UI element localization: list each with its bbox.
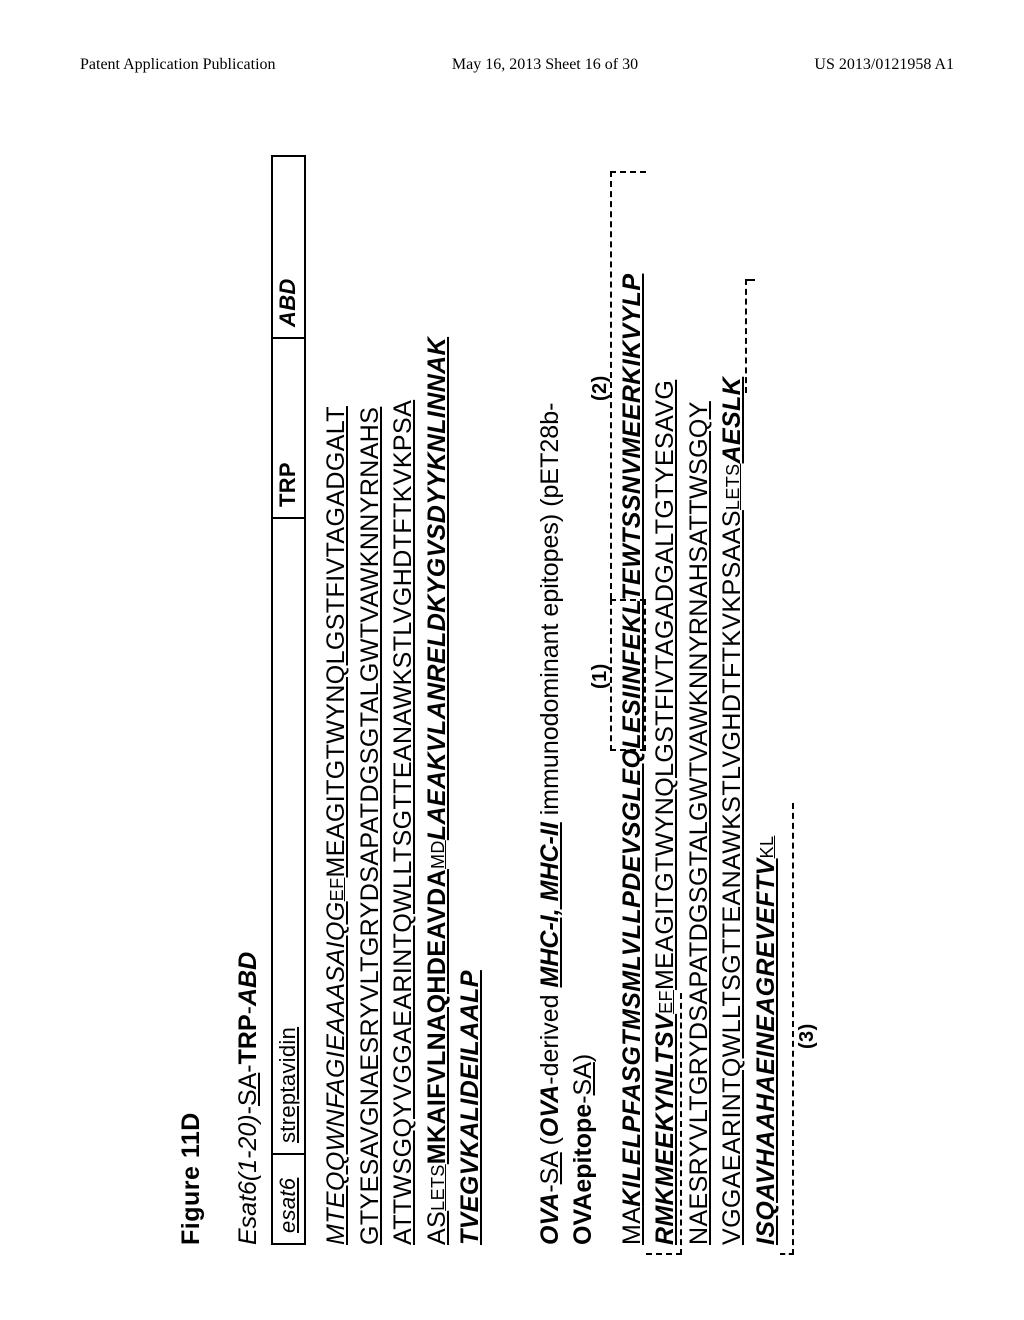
subtitle-seg: ABD (234, 952, 262, 1006)
seg: MEAGITGTWYNQLGSTFIVTAGADGALTGTYESAVG (651, 380, 679, 990)
seqline: NAESRYVLTGRYDSAPATDGSGTALGWTVAWKNNYRNAHS… (683, 155, 717, 1245)
seg: SA (536, 1152, 564, 1184)
seqline: ATTWSGQYVGGAEARINTQWLLTSGTTEANAWKSTLVGHD… (387, 155, 421, 1245)
subtitle-seg: - (234, 1064, 262, 1072)
ova-title: OVA-SA (OVA-derived MHC-I, MHC-II immuno… (534, 155, 600, 1245)
seg: - (569, 1095, 597, 1103)
seg: AS (423, 1211, 451, 1245)
seg: ATTWSGQYVGGAEARINTQWLLTSGTTEANAWKSTLVGHD… (389, 400, 417, 1245)
seg: MTEQQWNFAGIEAAASAIQG (322, 901, 350, 1245)
page: Patent Application Publication May 16, 2… (0, 0, 1024, 1320)
seg: OVAepitope (569, 1104, 597, 1245)
seqline: ISQAVHAAHAEINEAGREVEFTVKL (750, 155, 784, 1245)
subtitle-seg: TRP (234, 1014, 262, 1064)
epitope-label-1: (1) (587, 663, 614, 689)
seg: OVA (536, 1193, 564, 1245)
seg: -derived (536, 987, 564, 1084)
epitope-box-3a (745, 279, 755, 393)
ova-title-line: OVA-SA (OVA-derived MHC-I, MHC-II immuno… (534, 155, 567, 1245)
seg: GTYESAVGNAESRYVLTGRYDSAPATDGSGTALGWTVAWK… (356, 407, 384, 1245)
seg: ISQAVHAAHAEINEAGREVEFTV (752, 858, 780, 1245)
subtitle-seg: SA (234, 1073, 262, 1106)
seg: SA (569, 1062, 597, 1095)
header-center: May 16, 2013 Sheet 16 of 30 (452, 56, 638, 74)
seg: MHC-I, MHC-II (536, 822, 564, 987)
domain-cell-esat6: esat6 (273, 1153, 304, 1243)
domain-row: esat6 streptavidin TRP ABD (271, 155, 306, 1245)
seg: - (536, 1184, 564, 1192)
subtitle-seg: Esat6(1-20) (234, 1114, 262, 1245)
seg: OVA (536, 1085, 564, 1137)
epitope-box-1 (610, 599, 646, 751)
seg: AESLK (718, 377, 746, 464)
seg: MA (618, 1207, 646, 1245)
figure-content-rotated: Figure 11D Esat6(1-20)-SA-TRP-ABD esat6 … (177, 155, 783, 1245)
seg: immunodominant epitopes) (pET28b- (536, 403, 564, 823)
seg: EF (327, 878, 347, 902)
epitope-label-2: (2) (587, 375, 614, 401)
header-left: Patent Application Publication (80, 56, 276, 74)
epitope-box-2a (610, 171, 646, 599)
seg: ) (569, 1054, 597, 1062)
domain-cell-streptavidin: streptavidin (273, 517, 304, 1153)
seqline: MTEQQWNFAGIEAAASAIQGEFMEAGITGTWYNQLGSTFI… (320, 155, 354, 1245)
subtitle-seg: - (234, 1106, 262, 1114)
seg: LETS (723, 463, 743, 510)
seqline: GTYESAVGNAESRYVLTGRYDSAPATDGSGTALGWTVAWK… (354, 155, 388, 1245)
figure-label: Figure 11D (177, 155, 206, 1245)
seqline: TVEGVKALIDEILAALP (454, 155, 488, 1245)
page-header: Patent Application Publication May 16, 2… (0, 56, 1024, 74)
seg: KL (757, 836, 777, 859)
subtitle-seg: - (234, 1006, 262, 1014)
domain-cell-abd: ABD (273, 157, 304, 337)
domain-cell-trp: TRP (273, 337, 304, 517)
esat6-subtitle: Esat6(1-20)-SA-TRP-ABD (234, 155, 263, 1245)
seg: VGGAEARINTQWLLTSGTTEANAWKSTLVGHDTFTKVKPS… (718, 510, 746, 1245)
seg: NAESRYVLTGRYDSAPATDGSGTALGWTVAWKNNYRNAHS… (685, 401, 713, 1245)
seg: TVEGVKALIDEILAALP (456, 970, 484, 1245)
seqline: ASLETSMKAIFVLNAQHDEAVDAMDLAEAKVLANRELDKY… (421, 155, 455, 1245)
ova-title-line: OVAepitope-SA) (567, 155, 600, 1245)
esat6-sequence: MTEQQWNFAGIEAAASAIQGEFMEAGITGTWYNQLGSTFI… (320, 155, 488, 1245)
ova-block: OVA-SA (OVA-derived MHC-I, MHC-II immuno… (534, 155, 784, 1245)
seg: MEAGITGTWYNQLGSTFIVTAGADGALT (322, 406, 350, 877)
header-right: US 2013/0121958 A1 (814, 56, 954, 74)
seg: MKAIFVLNAQHDEAVDA (423, 869, 451, 1164)
epitope-label-3: (3) (794, 1023, 821, 1049)
seg: MD (428, 840, 448, 869)
seg: LAEAKVLANRELDKYGVSDYYKNLINNAK (423, 337, 451, 840)
ova-sequence: (1) (2) (3) MAKILELPFASGTMSMLVLLPDEVSGLE… (616, 155, 784, 1245)
seg: ( (536, 1137, 564, 1152)
epitope-box-2b (646, 993, 682, 1255)
seg: LETS (428, 1164, 448, 1211)
epitope-box-3b (780, 803, 794, 1255)
